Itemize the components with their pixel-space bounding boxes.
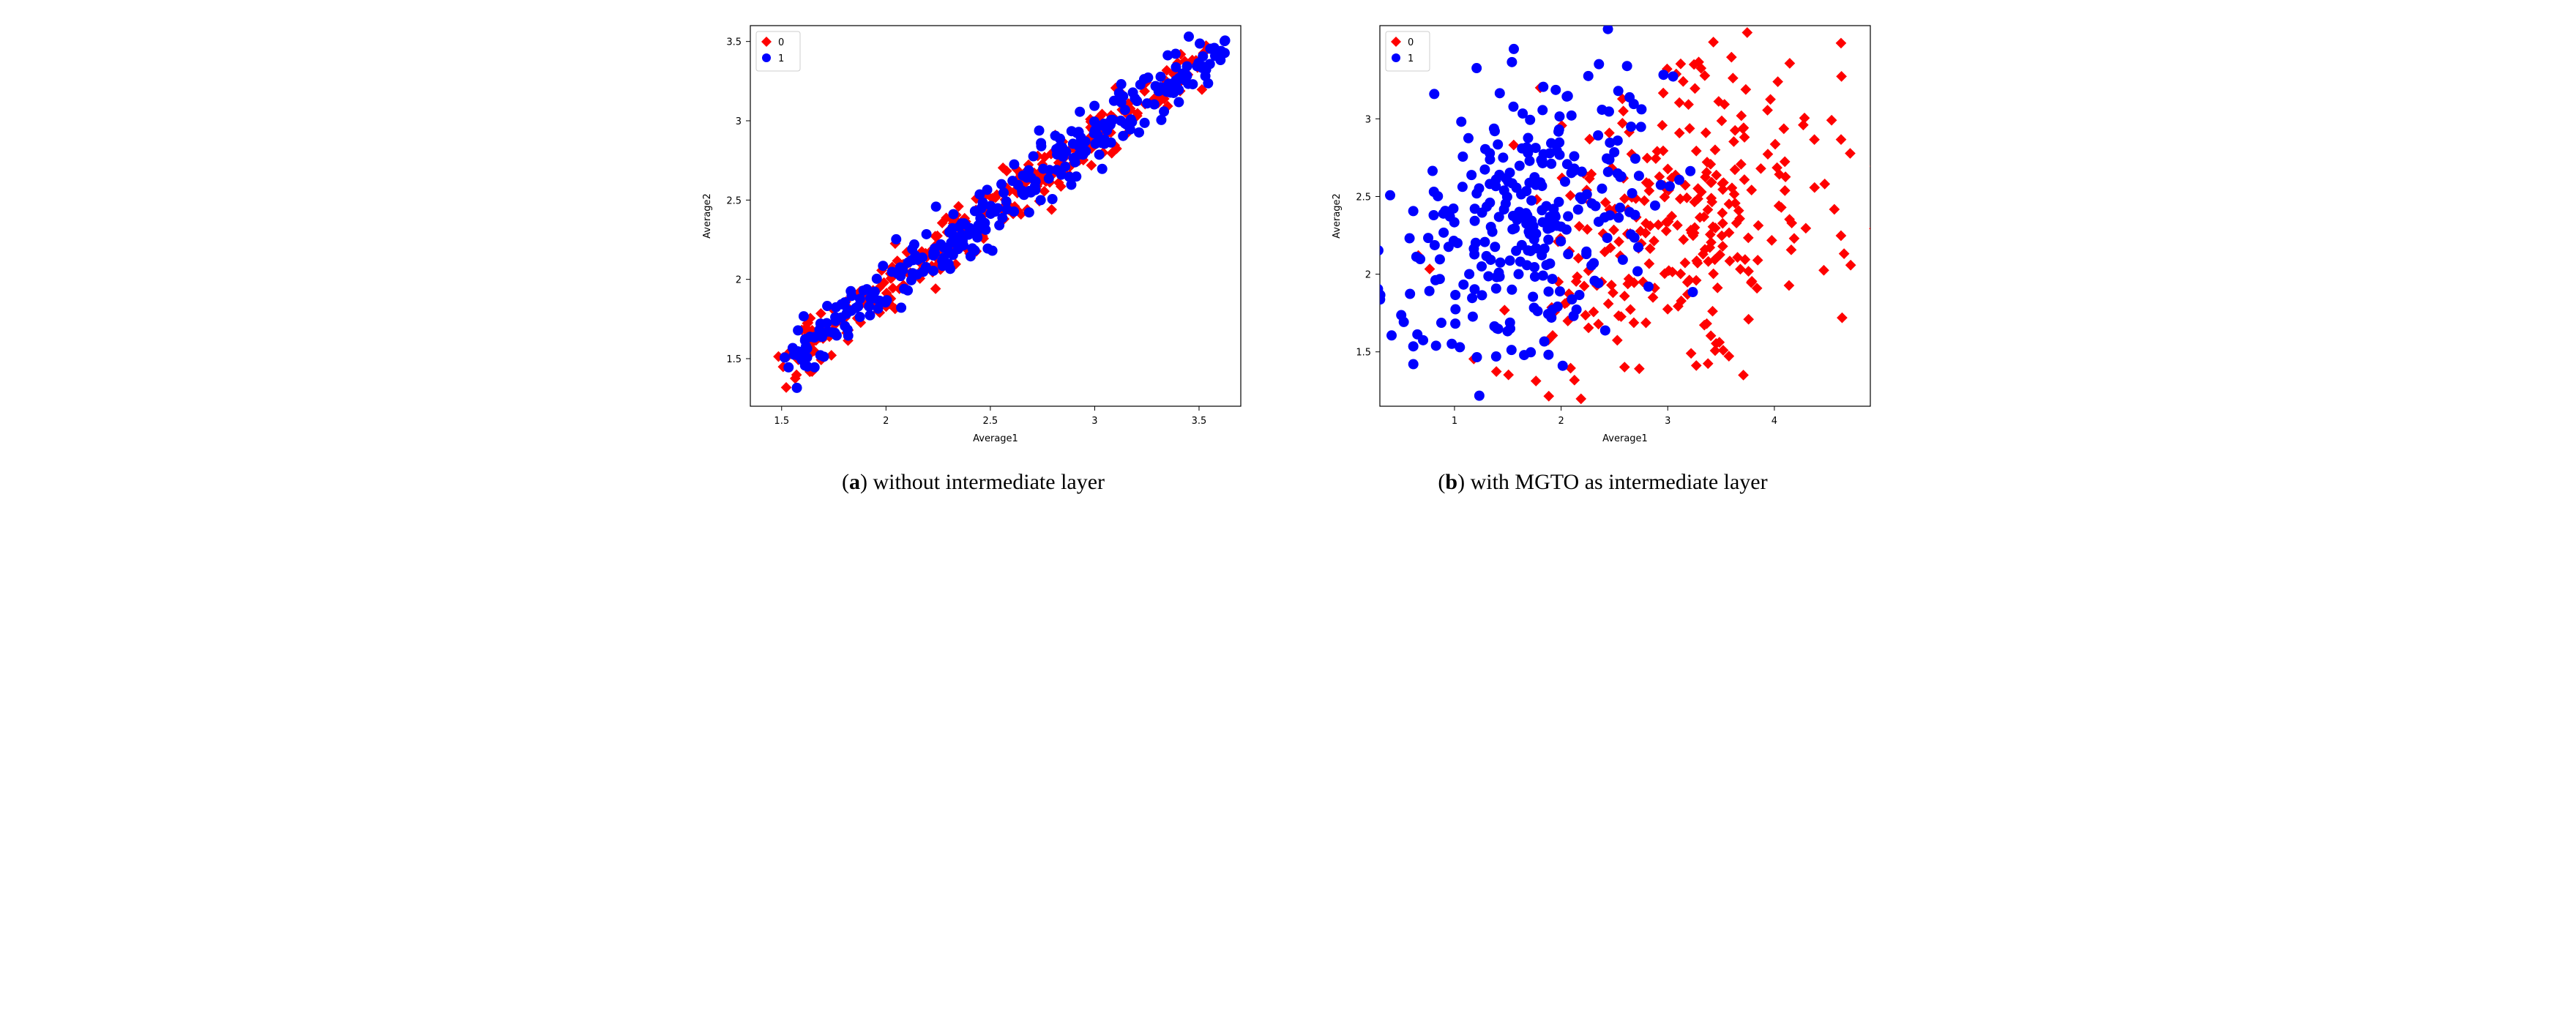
svg-text:1.5: 1.5 (1356, 348, 1371, 359)
svg-text:Average1: Average1 (1602, 433, 1648, 444)
legend: 01 (1386, 31, 1430, 71)
svg-text:4: 4 (1771, 416, 1777, 427)
svg-text:3: 3 (1091, 416, 1097, 427)
svg-text:0: 0 (778, 37, 784, 48)
svg-text:1: 1 (1408, 53, 1414, 64)
chart-a: 1.522.533.51.522.533.5Average1Average201 (688, 15, 1259, 454)
svg-text:Average2: Average2 (702, 193, 713, 239)
svg-text:0: 0 (1408, 37, 1414, 48)
svg-text:3: 3 (1364, 114, 1370, 125)
svg-text:1: 1 (1451, 416, 1457, 427)
svg-text:1.5: 1.5 (726, 354, 742, 365)
svg-text:2: 2 (1558, 416, 1564, 427)
figure-container: 1.522.533.51.522.533.5Average1Average201… (15, 15, 2561, 495)
caption-a: (a) without intermediate layer (842, 470, 1105, 495)
caption-b-text: with MGTO as intermediate layer (1471, 470, 1768, 494)
caption-b: (b) with MGTO as intermediate layer (1438, 470, 1767, 495)
svg-text:3: 3 (1665, 416, 1670, 427)
svg-text:3.5: 3.5 (726, 37, 742, 48)
svg-text:2.5: 2.5 (982, 416, 998, 427)
svg-text:2.5: 2.5 (726, 195, 742, 206)
panel-a: 1.522.533.51.522.533.5Average1Average201… (688, 15, 1259, 495)
caption-a-label: a (849, 470, 860, 494)
svg-text:1.5: 1.5 (774, 416, 789, 427)
caption-b-label: b (1445, 470, 1457, 494)
caption-a-text: without intermediate layer (873, 470, 1105, 494)
svg-text:2.5: 2.5 (1356, 192, 1371, 203)
svg-text:2: 2 (883, 416, 889, 427)
svg-text:3.5: 3.5 (1191, 416, 1206, 427)
svg-text:Average2: Average2 (1332, 193, 1343, 239)
svg-text:2: 2 (735, 275, 741, 286)
svg-text:2: 2 (1364, 270, 1370, 281)
svg-text:Average1: Average1 (973, 433, 1018, 444)
legend: 01 (756, 31, 800, 71)
svg-text:3: 3 (735, 116, 741, 127)
svg-text:1: 1 (778, 53, 784, 64)
chart-b: 12341.522.53Average1Average201 (1318, 15, 1889, 454)
panel-b: 12341.522.53Average1Average201 (b) with … (1318, 15, 1889, 495)
